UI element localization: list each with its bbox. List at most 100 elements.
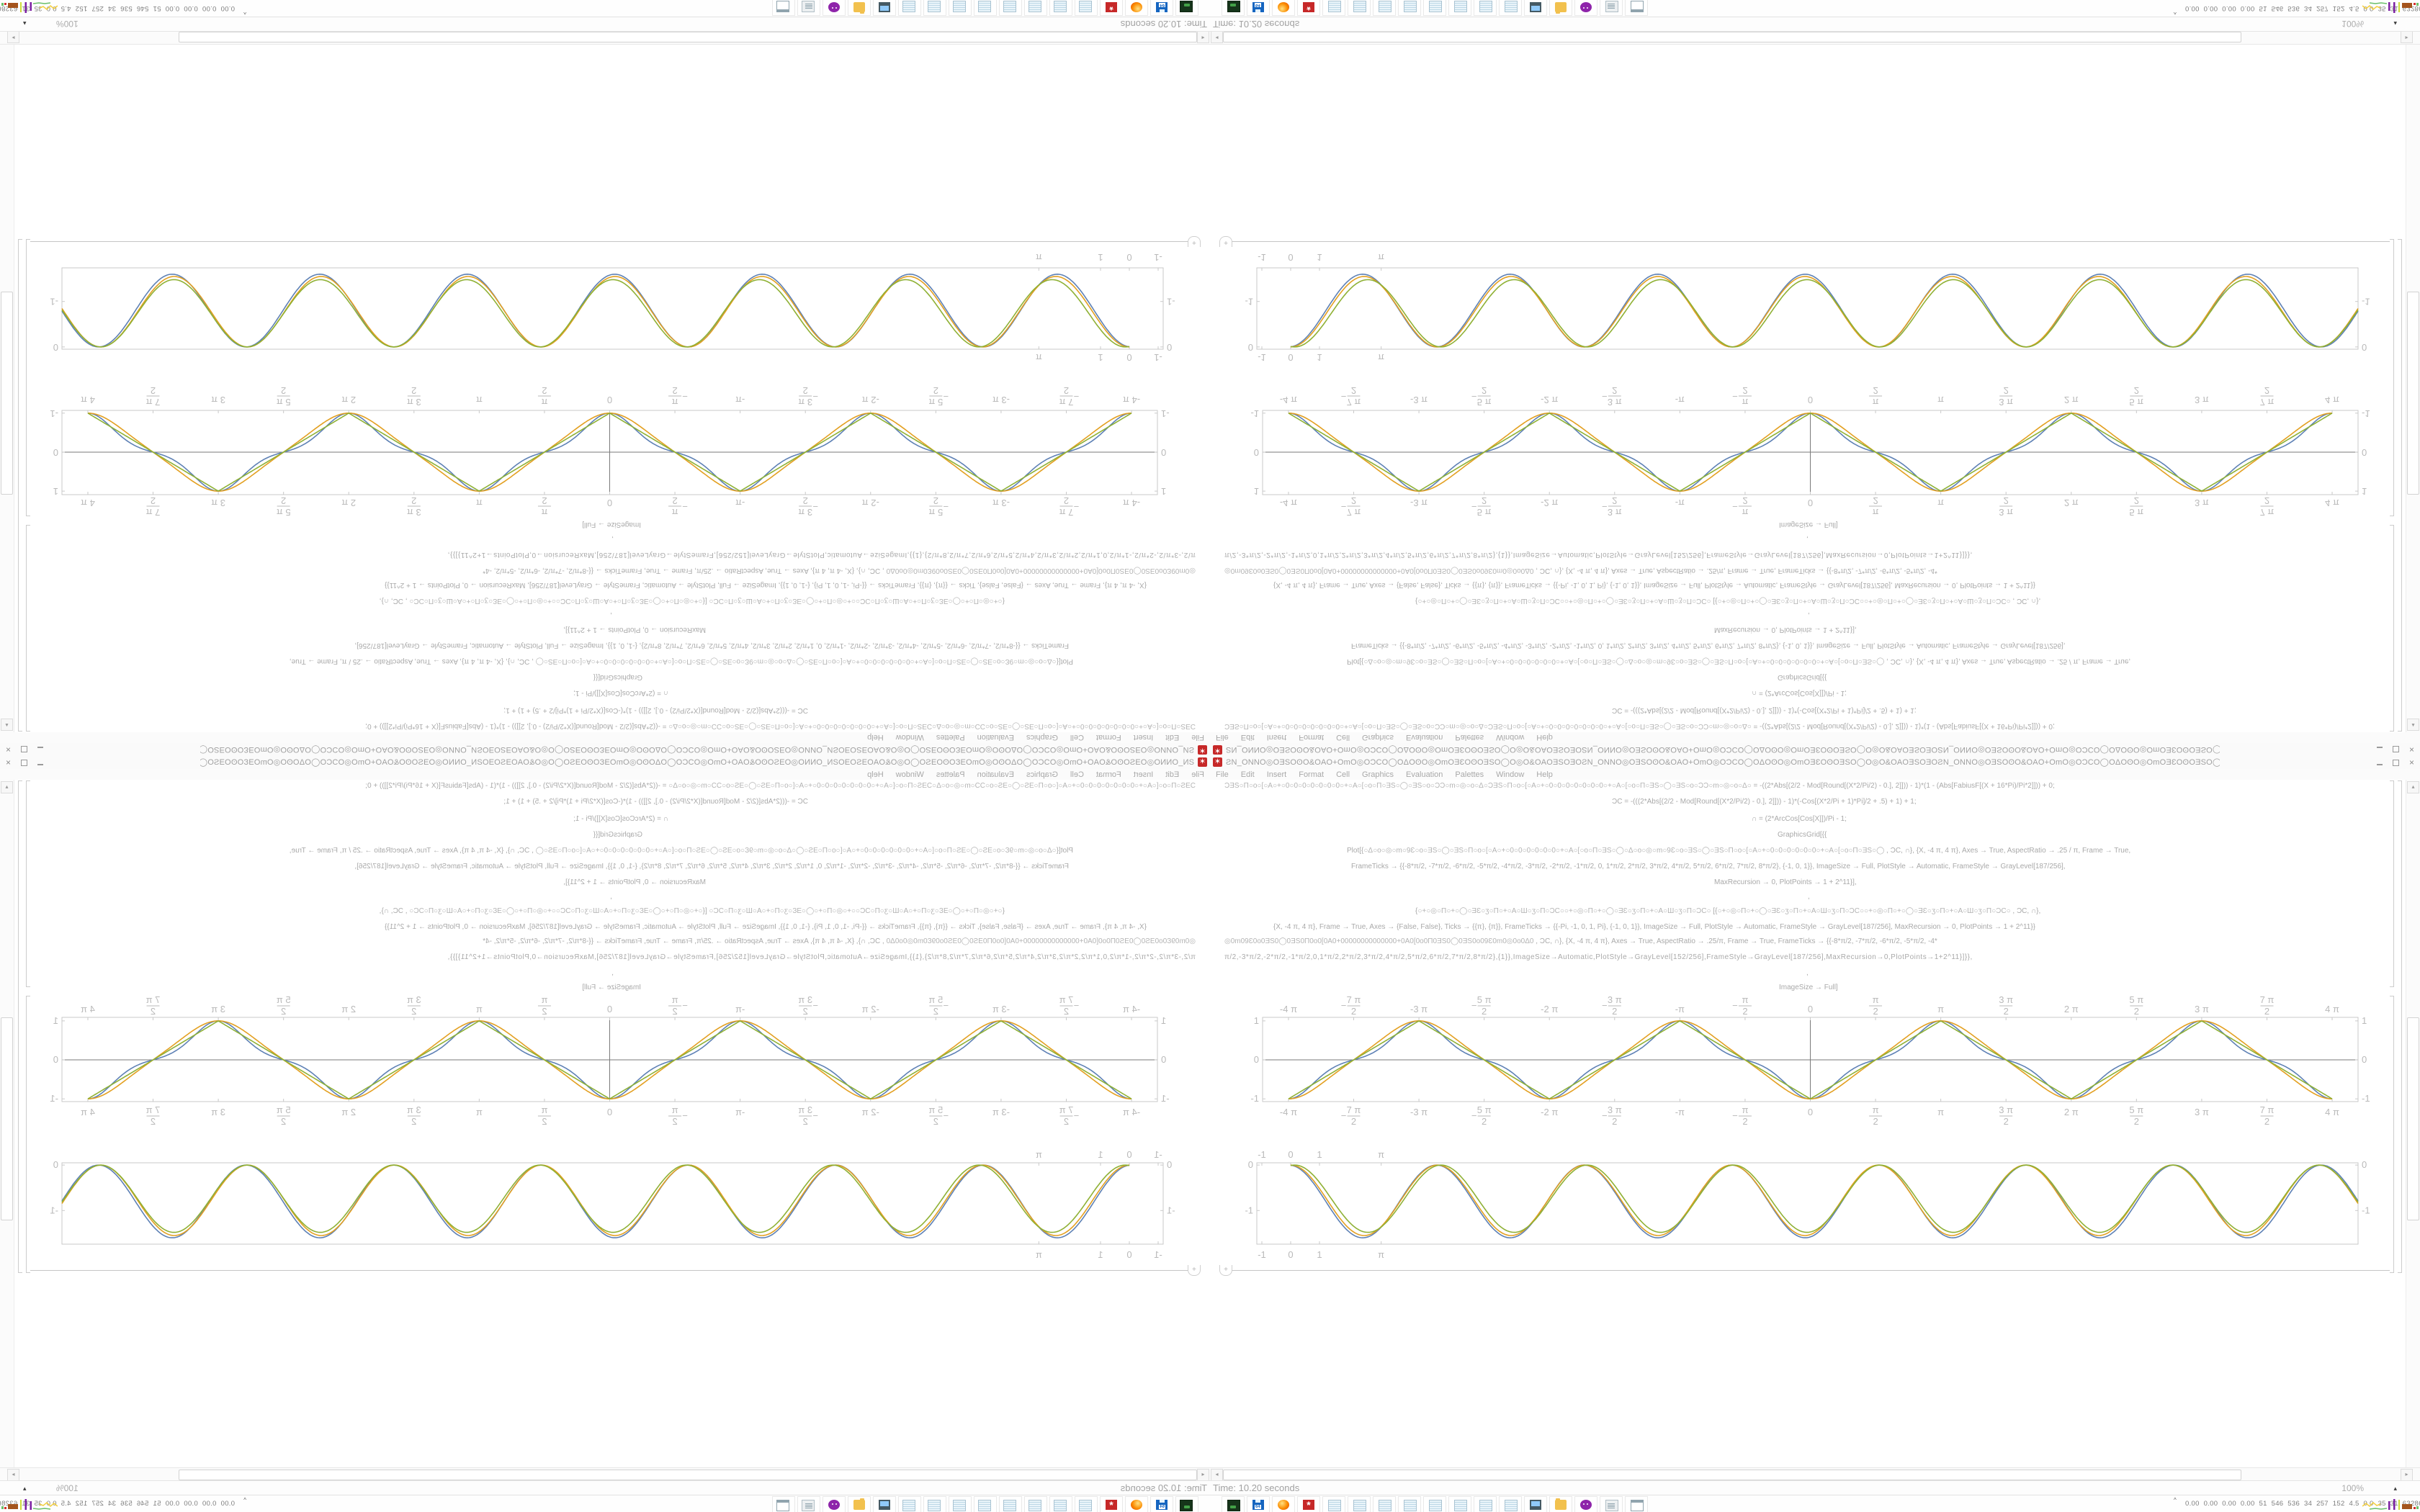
menu-item-palettes[interactable]: Palettes: [936, 770, 965, 779]
close-button[interactable]: ×: [2408, 744, 2414, 755]
menu-item-palettes[interactable]: Palettes: [1455, 733, 1484, 742]
vertical-scroll-thumb[interactable]: [1, 292, 13, 495]
code-line[interactable]: π/2,-3*π/2,-2*π/2,-1*π/2,0,1*π/2,2*π/2,3…: [1224, 550, 1973, 559]
menu-item-insert[interactable]: Insert: [1133, 733, 1154, 742]
taskbar-launcher-owl[interactable]: [823, 1496, 846, 1512]
taskbar-launcher-note[interactable]: [1322, 1496, 1345, 1512]
code-line[interactable]: ∩ = (2*ArcCos[Cos[X]])/Pi - 1;: [1752, 815, 1847, 824]
taskbar-launcher-scroll[interactable]: [797, 1496, 820, 1512]
code-line[interactable]: MaxRecursion → 0, PlotPoints → 1 + 2^11}…: [1714, 625, 1857, 634]
taskbar-launcher-owl[interactable]: [1574, 1496, 1597, 1512]
scroll-right-button[interactable]: ▸: [7, 1469, 19, 1481]
taskbar-launcher-note[interactable]: [1075, 1496, 1098, 1512]
code-line[interactable]: ∩ = (2*ArcCos[Cos[X]])/Pi - 1;: [573, 815, 668, 824]
taskbar-launcher-firefox[interactable]: [1272, 1496, 1295, 1512]
taskbar-launcher-window[interactable]: [772, 0, 795, 16]
taskbar-launcher-note[interactable]: [1049, 0, 1072, 16]
maximize-button[interactable]: [20, 759, 28, 767]
scroll-right-button[interactable]: ▸: [2401, 1469, 2413, 1481]
taskbar-launcher-note[interactable]: [949, 0, 972, 16]
horizontal-scrollbar[interactable]: ◂ ▸: [1210, 1467, 2420, 1481]
code-line[interactable]: GraphicsGrid[{{: [1778, 672, 1827, 681]
taskbar-launcher-firefox[interactable]: [1125, 0, 1148, 16]
horizontal-scroll-thumb[interactable]: [179, 1470, 1197, 1480]
scroll-right-button[interactable]: ▸: [2401, 31, 2413, 43]
taskbar-launcher-note[interactable]: [974, 0, 997, 16]
scroll-left-button[interactable]: ◂: [1197, 31, 1209, 43]
code-line[interactable]: {○+○◎○Π○+○◯○ƎƐ○ʒ○Π○+○A○Ш○ʒ○Π○ƆC○○+○◎○Π○+…: [1415, 907, 2040, 916]
code-line[interactable]: ,: [611, 969, 614, 978]
taskbar-launcher-note[interactable]: [898, 1496, 921, 1512]
minimize-button[interactable]: [2376, 759, 2384, 767]
vertical-scrollbar[interactable]: ▴: [2406, 45, 2420, 732]
horizontal-scrollbar[interactable]: ◂ ▸: [0, 1467, 1210, 1481]
taskbar-launcher-gear[interactable]: [1100, 1496, 1123, 1512]
cell-bracket-input[interactable]: [26, 525, 30, 732]
horizontal-scrollbar[interactable]: ◂ ▸: [0, 31, 1210, 45]
code-line[interactable]: ◎0m09Ɛ0o0ƎS0◯0ƎS0Π0o0[0A0+00000000000000…: [1224, 566, 1937, 575]
menu-item-help[interactable]: Help: [867, 770, 884, 779]
taskbar-launcher-monitor[interactable]: [873, 1496, 896, 1512]
code-line[interactable]: {○+○◎○Π○+○◯○ƎƐ○ʒ○Π○+○A○Ш○ʒ○Π○ƆC○○+○◎○Π○+…: [1415, 596, 2040, 605]
zoom-dropdown-caret-icon[interactable]: ▴: [23, 1485, 27, 1492]
menu-item-insert[interactable]: Insert: [1133, 770, 1154, 779]
taskbar-launcher-terminal[interactable]: [1222, 0, 1245, 16]
code-line[interactable]: ƆƎS○Π○o○[○A○+○0○0○0○0○0○0○0○+○A○[○o○Π○ƎS…: [365, 721, 1196, 730]
code-line[interactable]: GraphicsGrid[{{: [593, 672, 642, 681]
taskbar-launcher-floppy[interactable]: [1247, 0, 1270, 16]
code-line[interactable]: ImageSize → Full]: [1779, 520, 1838, 528]
menu-item-window[interactable]: Window: [895, 733, 924, 742]
cell-bracket-group[interactable]: [2398, 780, 2402, 1273]
minimize-button[interactable]: [2376, 746, 2384, 754]
taskbar-launcher-note[interactable]: [1075, 0, 1098, 16]
taskbar-launcher-scroll[interactable]: [1600, 0, 1623, 16]
menu-item-graphics[interactable]: Graphics: [1362, 770, 1394, 779]
menu-item-window[interactable]: Window: [1496, 770, 1525, 779]
zoom-dropdown-caret-icon[interactable]: ▴: [2393, 20, 2397, 27]
menu-item-edit[interactable]: Edit: [1165, 733, 1180, 742]
code-line[interactable]: ∩ = (2*ArcCos[Cos[X]])/Pi - 1;: [1752, 688, 1847, 697]
code-line[interactable]: {X, -4 π, 4 π}, Frame → True, Axes → {Fa…: [1273, 923, 2035, 932]
close-button[interactable]: ×: [2408, 757, 2414, 768]
code-line[interactable]: MaxRecursion → 0, PlotPoints → 1 + 2^11}…: [563, 878, 706, 887]
horizontal-scroll-thumb[interactable]: [1223, 32, 2241, 42]
code-line[interactable]: ƆC = -(((2*Abs[(2/2 - Mod[Round[(X*2/Pi/…: [1612, 798, 1917, 806]
code-line[interactable]: ƆƎS○Π○o○[○A○+○0○0○0○0○0○0○0○+○A○[○o○Π○ƎS…: [1224, 782, 2055, 791]
taskbar-launcher-note[interactable]: [1373, 0, 1396, 16]
code-line[interactable]: ,: [1806, 969, 1809, 978]
menu-item-palettes[interactable]: Palettes: [1455, 770, 1484, 779]
vertical-scroll-thumb[interactable]: [2407, 1017, 2419, 1220]
cell-bracket-input[interactable]: [26, 780, 30, 987]
taskbar-launcher-note[interactable]: [999, 1496, 1022, 1512]
taskbar-launcher-note[interactable]: [898, 0, 921, 16]
cell-bracket-output[interactable]: [26, 996, 30, 1273]
taskbar-launcher-folder[interactable]: [1549, 0, 1572, 16]
code-line[interactable]: ImageSize → Full]: [1779, 984, 1838, 992]
menu-item-file[interactable]: File: [1216, 733, 1229, 742]
insert-cell-plus-button[interactable]: +: [1188, 1265, 1201, 1276]
menu-item-insert[interactable]: Insert: [1266, 733, 1287, 742]
menu-item-cell[interactable]: Cell: [1070, 733, 1084, 742]
close-button[interactable]: ×: [6, 757, 12, 768]
code-line[interactable]: ƆƎS○Π○o○[○A○+○0○0○0○0○0○0○0○+○A○[○o○Π○ƎS…: [1224, 721, 2055, 730]
menu-item-evaluation[interactable]: Evaluation: [1406, 770, 1443, 779]
scroll-up-button[interactable]: ▴: [2407, 781, 2419, 793]
cell-bracket-group[interactable]: [18, 780, 22, 1273]
menu-item-cell[interactable]: Cell: [1336, 770, 1350, 779]
taskbar-launcher-firefox[interactable]: [1125, 1496, 1148, 1512]
code-line[interactable]: Plot[{○Δ○o○◎○m○9Ɛ○o○ƎS○◯○ƎS○Π○o○[○A○+○0○…: [1347, 657, 2130, 665]
cell-bracket-output[interactable]: [2390, 239, 2394, 516]
code-line[interactable]: Plot[{○Δ○o○◎○m○9Ɛ○o○ƎS○◯○ƎS○Π○o○[○A○+○0○…: [1347, 847, 2130, 855]
taskbar-launcher-terminal[interactable]: [1175, 1496, 1198, 1512]
taskbar-launcher-note[interactable]: [1448, 1496, 1471, 1512]
taskbar-launcher-note[interactable]: [1348, 0, 1371, 16]
menu-item-cell[interactable]: Cell: [1070, 770, 1084, 779]
code-line[interactable]: FrameTicks → {{-8*π/2, -7*π/2, -6*π/2, -…: [354, 641, 1069, 649]
code-line[interactable]: ƆƎS○Π○o○[○A○+○0○0○0○0○0○0○0○+○A○[○o○Π○ƎS…: [365, 782, 1196, 791]
code-line[interactable]: {○+○◎○Π○+○◯○ƎƐ○ʒ○Π○+○A○Ш○ʒ○Π○ƆC○○+○◎○Π○+…: [380, 596, 1005, 605]
menu-item-help[interactable]: Help: [1536, 733, 1553, 742]
scroll-right-button[interactable]: ▸: [7, 31, 19, 43]
taskbar-launcher-owl[interactable]: [823, 0, 846, 16]
insert-cell-plus-button[interactable]: +: [1219, 236, 1232, 247]
taskbar-launcher-note[interactable]: [1423, 1496, 1446, 1512]
